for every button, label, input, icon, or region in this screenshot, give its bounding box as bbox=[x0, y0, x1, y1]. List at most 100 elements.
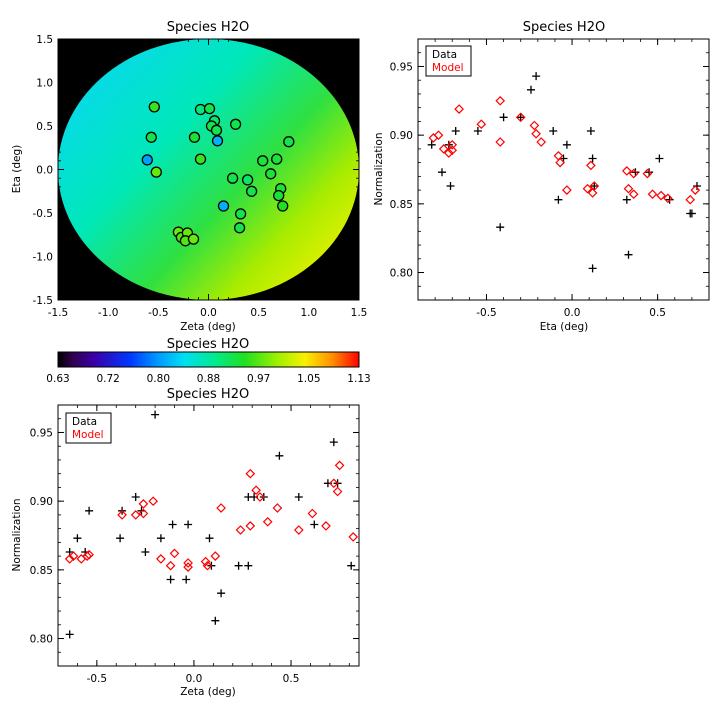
eta-ytick-label-2: 0.90 bbox=[390, 130, 413, 142]
map-point-25 bbox=[217, 200, 230, 212]
eta-data-point-8 bbox=[499, 113, 508, 122]
eta-legend: Data Model bbox=[425, 45, 472, 77]
eta-data-point-2 bbox=[438, 168, 446, 177]
map-point-5 bbox=[203, 102, 216, 115]
zeta-data-point-15 bbox=[184, 520, 193, 529]
zeta-data-point-9 bbox=[141, 548, 150, 556]
zeta-model-point-23 bbox=[255, 492, 265, 502]
map-point-23 bbox=[234, 208, 247, 220]
zeta-data-point-29 bbox=[329, 438, 338, 447]
eta-legend-model: Model bbox=[432, 62, 464, 74]
map-ytick-label-4: 0.5 bbox=[36, 121, 53, 133]
map-point-1 bbox=[145, 131, 157, 143]
zeta-legend-model: Model bbox=[72, 429, 104, 441]
zeta-data-point-21 bbox=[244, 561, 253, 570]
zeta-model-point-19 bbox=[235, 525, 246, 535]
map-points bbox=[141, 101, 295, 247]
zeta-ytick-label-3: 0.95 bbox=[30, 427, 53, 439]
zeta-marks bbox=[64, 410, 359, 639]
eta-model-point-22 bbox=[623, 183, 634, 194]
map-ytick-label-2: -0.5 bbox=[33, 208, 54, 220]
zeta-ytick-label-2: 0.90 bbox=[30, 496, 53, 508]
zeta-data-point-12 bbox=[166, 575, 175, 584]
zeta-data-point-31 bbox=[347, 561, 356, 570]
map-xtick-label-5: 1.0 bbox=[300, 307, 317, 319]
map-point-13 bbox=[226, 172, 239, 184]
zeta-data-point-16 bbox=[205, 534, 214, 543]
zeta-model-point-15 bbox=[200, 556, 211, 567]
eta-model-point-7 bbox=[476, 119, 487, 130]
zeta-model-point-0 bbox=[64, 554, 75, 564]
zeta-model-point-9 bbox=[148, 496, 159, 507]
eta-data-point-25 bbox=[665, 195, 674, 204]
eta-model-point-4 bbox=[443, 148, 454, 158]
map-point-19 bbox=[265, 168, 277, 180]
eta-model-point-2 bbox=[438, 144, 449, 154]
eta-data-point-13 bbox=[554, 195, 563, 204]
zeta-model-point-20 bbox=[245, 468, 256, 479]
zeta-model-point-25 bbox=[272, 503, 283, 513]
zeta-model-point-22 bbox=[251, 485, 261, 496]
eta-xtick-label-2: 0.5 bbox=[649, 307, 666, 319]
colorbar-tick-label-6: 1.13 bbox=[347, 373, 370, 385]
zeta-model-point-8 bbox=[138, 508, 149, 519]
eta-model-point-10 bbox=[515, 112, 526, 123]
zeta-data-point-2 bbox=[73, 534, 82, 543]
zeta-data-point-27 bbox=[310, 520, 319, 529]
map-ytick-label-0: -1.5 bbox=[33, 295, 54, 307]
zeta-xtick-label-1: 0.0 bbox=[186, 673, 203, 685]
colorbar-tick-label-3: 0.88 bbox=[197, 373, 220, 385]
map-ytick-label-1: -1.0 bbox=[33, 252, 54, 264]
eta-data-point-0 bbox=[427, 140, 436, 149]
zeta-ytick-label-1: 0.85 bbox=[30, 565, 53, 577]
zeta-model-point-1 bbox=[68, 551, 79, 561]
zeta-model-point-5 bbox=[117, 510, 127, 520]
eta-data-point-10 bbox=[527, 85, 535, 94]
eta-ytick-label-1: 0.85 bbox=[390, 199, 413, 211]
zeta-data-point-19 bbox=[217, 589, 226, 598]
eta-data-point-4 bbox=[446, 182, 455, 190]
colorbar-tick-label-5: 1.05 bbox=[297, 373, 320, 385]
eta-plot-frame bbox=[417, 38, 710, 301]
eta-data-point-7 bbox=[496, 223, 505, 232]
eta-model-point-6 bbox=[454, 104, 464, 114]
eta-data-point-6 bbox=[473, 127, 482, 135]
eta-model-point-5 bbox=[447, 139, 458, 150]
zeta-data-point-10 bbox=[151, 410, 160, 419]
eta-data-point-21 bbox=[622, 195, 631, 204]
zeta-model-point-13 bbox=[183, 558, 193, 568]
colorbar-tick-label-2: 0.80 bbox=[147, 373, 170, 385]
eta-model-point-1 bbox=[433, 130, 444, 141]
eta-model-point-27 bbox=[656, 190, 666, 201]
eta-model-point-29 bbox=[685, 194, 696, 205]
map-point-14 bbox=[241, 174, 254, 186]
zeta-data-point-13 bbox=[168, 520, 177, 529]
zeta-xtick-label-2: 0.5 bbox=[283, 673, 300, 685]
map-xtick-label-6: 1.5 bbox=[351, 307, 368, 319]
map-point-8 bbox=[210, 124, 223, 136]
eta-data-point-20 bbox=[624, 250, 633, 259]
map-ytick-label-6: 1.5 bbox=[36, 34, 53, 46]
eta-model-point-17 bbox=[582, 183, 593, 194]
eta-model-point-24 bbox=[628, 189, 639, 200]
zeta-model-point-16 bbox=[202, 560, 213, 571]
zeta-data-point-11 bbox=[156, 534, 165, 543]
zeta-model-point-27 bbox=[307, 508, 318, 519]
eta-model-point-28 bbox=[663, 193, 673, 204]
zeta-y-label: Normalization bbox=[11, 499, 23, 572]
map-y-label: Eta (deg) bbox=[11, 145, 23, 194]
eta-title: Species H2O bbox=[523, 20, 605, 35]
eta-data-point-18 bbox=[590, 182, 599, 190]
eta-data-point-15 bbox=[562, 140, 571, 149]
eta-model-point-30 bbox=[690, 185, 701, 195]
zeta-model-point-4 bbox=[84, 549, 94, 560]
eta-model-point-16 bbox=[562, 185, 572, 195]
eta-x-label: Eta (deg) bbox=[540, 321, 589, 333]
eta-data-point-22 bbox=[631, 168, 640, 177]
eta-model-point-12 bbox=[531, 128, 541, 139]
map-xtick-label-2: -0.5 bbox=[148, 307, 169, 319]
eta-data-point-12 bbox=[549, 127, 558, 135]
map-xtick-label-3: 0.0 bbox=[200, 307, 217, 319]
zeta-data-point-26 bbox=[294, 493, 303, 501]
eta-model-point-13 bbox=[536, 137, 547, 147]
